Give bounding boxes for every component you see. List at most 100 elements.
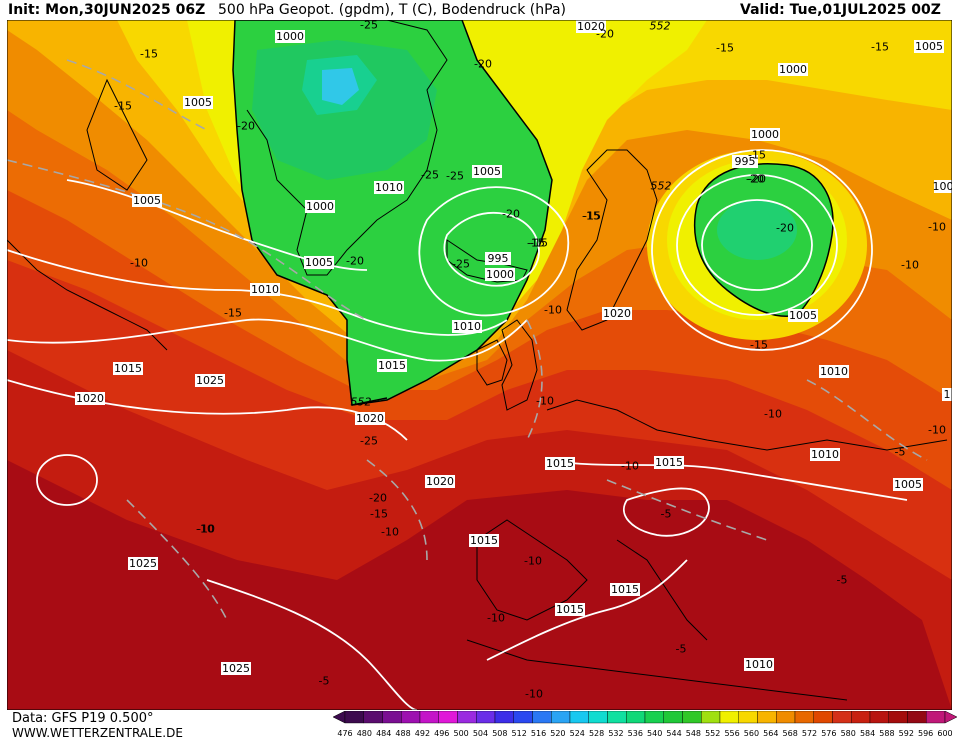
- greenland-coast: [246, 20, 448, 276]
- temp-label: -15: [748, 149, 766, 162]
- colorbar-label: 500: [453, 729, 468, 738]
- isobar-atlantic-1025: [206, 579, 418, 710]
- colorbar-label: 588: [879, 729, 894, 738]
- colorbar-swatch: [644, 711, 664, 724]
- isotherm-15-west: [7, 159, 368, 321]
- isotherm-15-north: [66, 59, 208, 131]
- isotherm-10-far-east: [806, 379, 928, 461]
- svg-text:1015: 1015: [378, 359, 406, 372]
- temp-label: -25: [360, 435, 378, 448]
- colorbar-label: 596: [918, 729, 933, 738]
- colorbar-label: 584: [860, 729, 875, 738]
- north-africa-coast: [466, 639, 848, 701]
- pressure-label: 1025: [221, 662, 251, 675]
- init-time: Init: Mon,30JUN2025 06Z: [8, 2, 206, 18]
- temp-label: -15: [530, 237, 548, 250]
- pressure-label: 1000: [485, 268, 515, 281]
- colorbar-swatch: [701, 711, 721, 724]
- temp-label: -15: [750, 339, 768, 352]
- colorbar-swatch: [532, 711, 552, 724]
- colorbar-swatch: [794, 711, 814, 724]
- colorbar-swatch: [663, 711, 683, 724]
- geopot-label: 552: [651, 180, 672, 193]
- colorbar-label: 512: [512, 729, 527, 738]
- pressure-label: 1005: [183, 96, 213, 109]
- colorbar-label: 528: [589, 729, 604, 738]
- colorbar-label: 520: [550, 729, 565, 738]
- pressure-label: 100: [933, 180, 952, 193]
- isotherm-15-south: [366, 459, 428, 561]
- svg-text:1000: 1000: [486, 268, 514, 281]
- baffin-coast: [86, 78, 148, 191]
- pressure-label: 1005: [914, 40, 944, 53]
- svg-text:1000: 1000: [751, 128, 779, 141]
- temp-label: -10: [764, 408, 782, 421]
- temp-label: -10: [621, 460, 639, 473]
- pressure-label: 1005: [788, 309, 818, 322]
- temp-label: -20: [474, 58, 492, 71]
- pressure-label: 1015: [610, 583, 640, 596]
- svg-text:1025: 1025: [196, 374, 224, 387]
- isotherm-10-europe: [606, 479, 768, 541]
- pressure-label: 1005: [132, 194, 162, 207]
- colorbar-label: 564: [763, 729, 778, 738]
- temp-label: -5: [837, 574, 848, 587]
- svg-text:1005: 1005: [133, 194, 161, 207]
- colorbar-swatch: [719, 711, 739, 724]
- colorbar-swatch: [757, 711, 777, 724]
- svg-text:1000: 1000: [779, 63, 807, 76]
- isobar-italy-1015: [622, 487, 710, 537]
- pressure-label: 1010: [744, 658, 774, 671]
- pressure-label: 1010: [452, 320, 482, 333]
- svg-text:1020: 1020: [426, 475, 454, 488]
- pressure-label: 1020: [602, 307, 632, 320]
- isobar-scand-1005: [651, 149, 873, 351]
- temp-label: -15: [370, 508, 388, 521]
- temp-label: -10: [525, 688, 543, 701]
- temp-label: -20: [746, 173, 764, 186]
- colorbar-label: 532: [608, 729, 623, 738]
- colorbar-label: 484: [376, 729, 391, 738]
- colorbar-label: 492: [415, 729, 430, 738]
- pressure-label: 1020: [355, 412, 385, 425]
- geopot-label-layer: 552 552 552: [351, 20, 672, 409]
- colorbar-arrow-left: [333, 711, 346, 724]
- svg-text:1020: 1020: [76, 392, 104, 405]
- svg-text:1005: 1005: [184, 96, 212, 109]
- temp-label: -15: [582, 210, 600, 223]
- italy-coast: [616, 539, 708, 641]
- pressure-label: 1000: [275, 30, 305, 43]
- svg-text:1015: 1015: [655, 456, 683, 469]
- pressure-label: 1020: [75, 392, 105, 405]
- pressure-label: 1020: [425, 475, 455, 488]
- colorbar-label: 592: [899, 729, 914, 738]
- geopot-band-536-core: [322, 68, 359, 105]
- temp-label: -10: [544, 304, 562, 317]
- svg-text:1010: 1010: [745, 658, 773, 671]
- svg-text:1015: 1015: [470, 534, 498, 547]
- temp-label: -10: [130, 257, 148, 270]
- temp-label: -20: [237, 120, 255, 133]
- temp-label: -5: [661, 508, 672, 521]
- svg-text:1015: 1015: [556, 603, 584, 616]
- svg-text:1010: 1010: [251, 283, 279, 296]
- temp-label: -15: [114, 100, 132, 113]
- weather-map: 1000 1005 1010 1000 1005 995 1000 1005 1…: [7, 20, 952, 710]
- temp-label: -15: [140, 48, 158, 61]
- svg-text:1010: 1010: [811, 448, 839, 461]
- svg-text:1005: 1005: [789, 309, 817, 322]
- colorbar-swatch: [813, 711, 833, 724]
- colorbar-label: 496: [434, 729, 449, 738]
- pressure-label: 1005: [472, 165, 502, 178]
- svg-text:1025: 1025: [129, 557, 157, 570]
- colorbar-swatch: [569, 711, 589, 724]
- iberia-coast: [476, 519, 588, 621]
- colorbar-label: 576: [821, 729, 836, 738]
- colorbar-swatch: [401, 711, 421, 724]
- colorbar-label: 536: [628, 729, 643, 738]
- isotherm-10-atlantic: [126, 499, 228, 621]
- isobar-scand-1000: [676, 174, 838, 316]
- coastlines: [7, 20, 948, 701]
- pressure-label: 1: [942, 388, 952, 401]
- colorbar-swatch: [869, 711, 889, 724]
